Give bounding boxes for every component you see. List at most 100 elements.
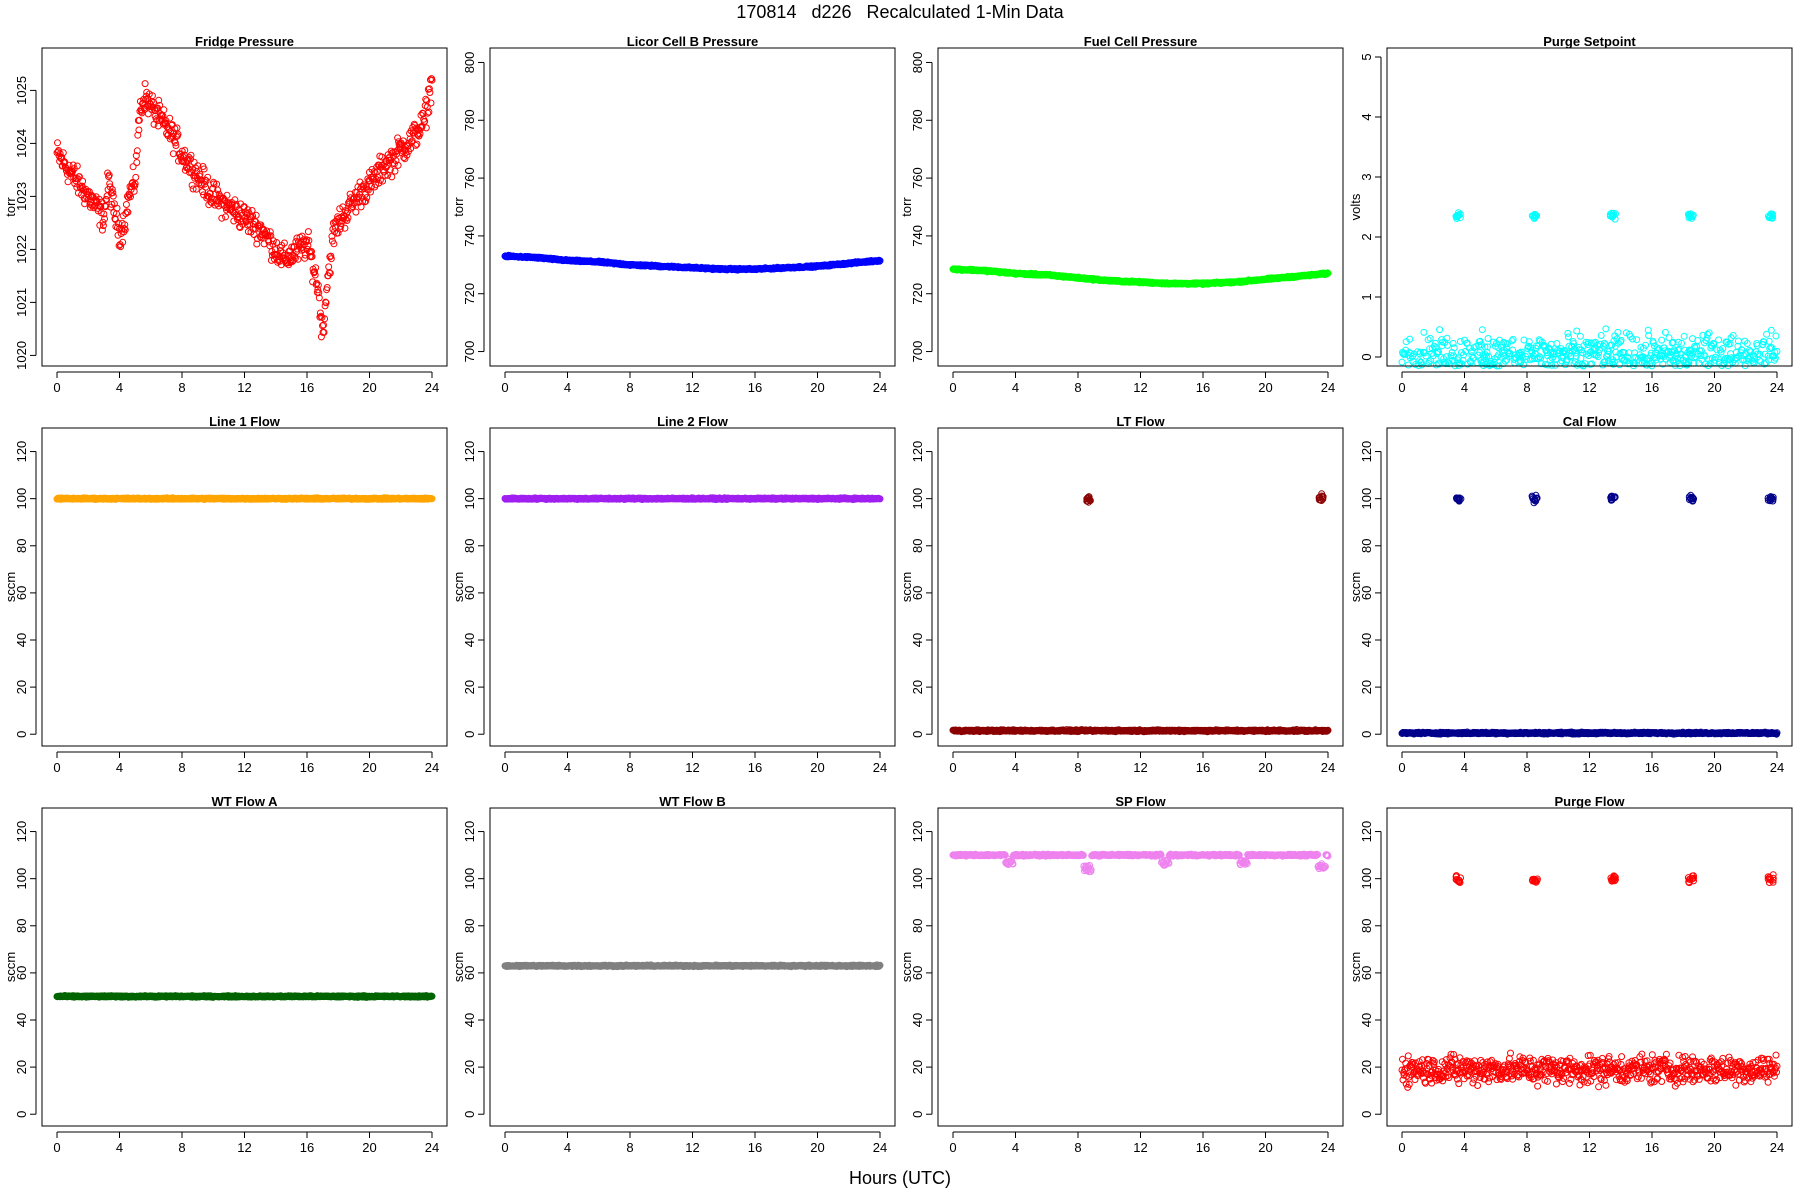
data-point	[108, 185, 116, 193]
panel-title: Purge Setpoint	[1543, 36, 1636, 49]
data-points	[501, 494, 884, 504]
x-tick-label: 0	[501, 760, 508, 775]
data-point	[294, 255, 302, 263]
data-point	[1402, 346, 1410, 354]
data-point	[425, 108, 433, 116]
data-point	[1502, 344, 1510, 352]
y-tick-label: 720	[462, 283, 477, 305]
data-point	[210, 180, 218, 188]
data-point	[344, 214, 352, 222]
data-points	[53, 75, 436, 341]
data-point	[244, 206, 252, 214]
data-point	[194, 162, 202, 170]
data-point	[1674, 338, 1682, 346]
data-point	[298, 232, 306, 240]
data-point	[362, 197, 370, 205]
data-point	[1690, 354, 1698, 362]
data-point	[102, 203, 109, 211]
data-point	[54, 139, 61, 147]
data-point	[1456, 210, 1464, 218]
data-point	[223, 191, 231, 199]
data-point	[363, 194, 371, 202]
y-tick-label: 720	[910, 283, 925, 305]
panel-title: Line 1 Flow	[209, 416, 281, 429]
data-point	[1404, 361, 1412, 369]
data-point	[313, 279, 321, 287]
data-point	[82, 185, 90, 193]
data-point	[349, 203, 357, 211]
data-point	[320, 328, 328, 336]
y-tick-label: 100	[462, 488, 477, 510]
data-point	[144, 110, 152, 118]
data-point	[1420, 328, 1428, 336]
data-point	[1680, 332, 1688, 340]
data-point	[155, 96, 163, 104]
y-tick-label: 0	[14, 731, 29, 738]
data-point	[1595, 349, 1603, 357]
data-point	[428, 76, 436, 84]
data-point	[69, 161, 77, 169]
data-point	[188, 181, 196, 189]
data-point	[379, 177, 386, 185]
data-point	[1612, 348, 1620, 356]
data-point	[1572, 352, 1580, 360]
data-point	[192, 185, 200, 193]
data-point	[1665, 334, 1673, 342]
plot-frame	[489, 427, 896, 747]
x-tick-label: 16	[748, 760, 762, 775]
x-tick-label: 12	[685, 380, 699, 395]
y-tick-label: 3	[1359, 173, 1374, 180]
data-point	[109, 192, 117, 200]
data-point	[407, 145, 415, 152]
x-tick-label: 0	[53, 380, 60, 395]
data-point	[103, 196, 110, 204]
data-point	[267, 256, 275, 264]
data-point	[1533, 212, 1540, 220]
data-point	[166, 114, 174, 122]
x-axis: 0 4 8 12 16 20 24	[949, 371, 1335, 395]
data-point	[204, 173, 212, 181]
data-point	[1757, 358, 1765, 366]
data-point	[1714, 355, 1722, 362]
y-axis-label: volts	[1348, 193, 1363, 220]
y-tick-label: 800	[910, 52, 925, 74]
data-point	[1735, 352, 1743, 360]
data-point	[427, 99, 435, 107]
data-point	[289, 256, 297, 264]
data-point	[1743, 340, 1751, 347]
data-point	[170, 137, 178, 145]
data-points	[1398, 209, 1781, 370]
data-point	[1751, 355, 1759, 363]
data-point	[1458, 349, 1465, 357]
data-point	[1452, 212, 1460, 220]
data-point	[1416, 348, 1424, 356]
data-point	[323, 284, 331, 291]
data-point	[1642, 341, 1650, 349]
data-point	[100, 210, 108, 218]
data-point	[1536, 353, 1544, 361]
data-point	[174, 130, 182, 138]
panel-title: Fuel Cell Pressure	[1084, 36, 1197, 49]
data-point	[1509, 335, 1517, 343]
y-tick-label: 20	[14, 680, 29, 694]
data-point	[187, 151, 195, 159]
data-point	[1700, 351, 1708, 359]
data-point	[1677, 350, 1685, 358]
data-point	[1425, 358, 1433, 366]
data-point	[233, 202, 241, 210]
y-tick-label: 100	[14, 488, 29, 510]
data-point	[280, 239, 288, 247]
x-tick-label: 4	[564, 380, 571, 395]
y-axis-label: torr	[451, 197, 466, 217]
data-point	[1763, 330, 1771, 338]
data-point	[384, 171, 392, 179]
data-point	[1673, 350, 1681, 358]
data-point	[1723, 338, 1731, 346]
data-point	[181, 146, 189, 154]
data-point	[1705, 329, 1713, 337]
data-point	[403, 151, 411, 159]
